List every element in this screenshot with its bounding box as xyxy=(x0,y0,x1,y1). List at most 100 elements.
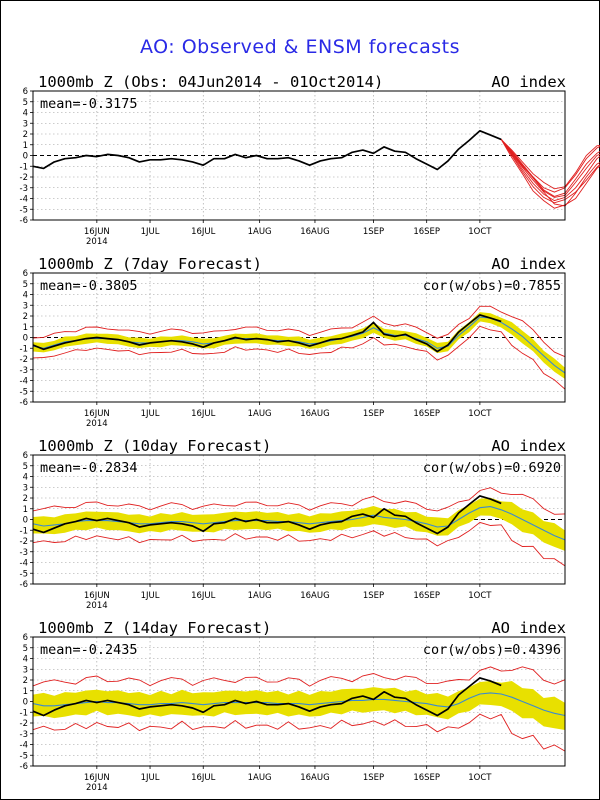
y-tick-label: 0 xyxy=(23,516,28,526)
y-tick-label: -2 xyxy=(20,719,28,729)
x-tick-label: 16JUL xyxy=(191,773,216,783)
x-tick-label: 1SEP xyxy=(363,773,384,783)
mean-stat: mean=-0.2834 xyxy=(40,460,138,476)
y-tick-label: -4 xyxy=(20,377,28,387)
x-tick-label: 1AUG xyxy=(248,227,272,237)
y-tick-label: 4 xyxy=(23,291,28,301)
ensemble-upper-envelope xyxy=(32,305,566,358)
correlation-stat: cor(w/obs)=0.4396 xyxy=(423,642,561,658)
y-tick-label: -3 xyxy=(20,730,28,740)
panel-title: 1000mb Z (10day Forecast) xyxy=(38,437,271,455)
y-tick-label: -2 xyxy=(20,355,28,365)
x-tick-label: 16AUG xyxy=(300,773,329,783)
correlation-stat: cor(w/obs)=0.6920 xyxy=(423,460,561,476)
y-tick-label: 4 xyxy=(23,109,28,119)
y-tick-label: 3 xyxy=(23,301,28,311)
y-tick-label: -4 xyxy=(20,741,28,751)
ensemble-lower-envelope xyxy=(32,521,566,567)
y-tick-label: -1 xyxy=(20,526,28,536)
ensemble-member-line xyxy=(500,139,600,198)
y-tick-label: 1 xyxy=(23,141,28,151)
observed-line xyxy=(32,129,502,171)
x-tick-label: 1JUL xyxy=(141,227,160,237)
ensemble-spread-band xyxy=(33,312,565,379)
x-tick-label: 16JUN xyxy=(84,409,110,419)
x-tick-label: 1OCT xyxy=(468,409,492,419)
x-tick-label: 1JUL xyxy=(141,773,160,783)
ensemble-lower-envelope xyxy=(32,713,566,752)
chart-panel-3: 1000mb Z (10day Forecast) AO index 6543210… xyxy=(20,437,566,611)
panel-index-label: AO index xyxy=(491,255,566,273)
panel-title: 1000mb Z (7day Forecast) xyxy=(38,255,262,273)
observed-line xyxy=(32,495,502,535)
x-tick-label: 1AUG xyxy=(248,591,272,601)
y-tick-label: -3 xyxy=(20,184,28,194)
ensemble-upper-envelope xyxy=(32,487,566,515)
y-tick-label: -6 xyxy=(20,580,28,590)
x-tick-label: 1AUG xyxy=(248,409,272,419)
x-tick-label: 16SEP xyxy=(413,409,440,419)
x-tick-label: 16JUN xyxy=(84,773,110,783)
y-tick-label: 0 xyxy=(23,152,28,162)
x-year-label: 2014 xyxy=(86,419,108,429)
x-tick-label: 16JUL xyxy=(191,591,216,601)
x-tick-label: 1AUG xyxy=(248,773,272,783)
x-tick-label: 1SEP xyxy=(363,227,384,237)
y-tick-label: 2 xyxy=(23,494,28,504)
ensemble-member-line xyxy=(500,139,600,207)
y-tick-label: 1 xyxy=(23,687,28,697)
y-tick-label: 5 xyxy=(23,98,28,108)
y-tick-label: -4 xyxy=(20,559,28,569)
y-tick-label: 1 xyxy=(23,323,28,333)
y-tick-label: 2 xyxy=(23,676,28,686)
y-tick-label: 4 xyxy=(23,473,28,483)
y-tick-label: 5 xyxy=(23,462,28,472)
y-tick-label: -5 xyxy=(20,387,28,397)
panel-title: 1000mb Z (14day Forecast) xyxy=(38,619,271,637)
y-tick-label: -6 xyxy=(20,216,28,226)
y-tick-label: 6 xyxy=(23,269,28,279)
ensemble-member-line xyxy=(500,139,600,197)
x-tick-label: 1OCT xyxy=(468,591,492,601)
panel-index-label: AO index xyxy=(491,73,566,91)
chart-panel-1: 1000mb Z (Obs: 04Jun2014 - 01Oct2014) AO … xyxy=(20,73,600,247)
y-tick-label: -3 xyxy=(20,366,28,376)
x-tick-label: 1JUL xyxy=(141,591,160,601)
chart-panel-2: 1000mb Z (7day Forecast) AO index6543210-… xyxy=(20,255,566,429)
x-tick-label: 1SEP xyxy=(363,409,384,419)
y-tick-label: -1 xyxy=(20,708,28,718)
y-tick-label: -6 xyxy=(20,762,28,772)
y-tick-label: 5 xyxy=(23,280,28,290)
panel-index-label: AO index xyxy=(491,619,566,637)
ensemble-upper-envelope xyxy=(32,666,566,687)
x-tick-label: 16JUN xyxy=(84,227,110,237)
y-tick-label: -6 xyxy=(20,398,28,408)
y-tick-label: 6 xyxy=(23,87,28,97)
y-tick-label: 5 xyxy=(23,644,28,654)
y-tick-label: -1 xyxy=(20,344,28,354)
x-tick-label: 1OCT xyxy=(468,227,492,237)
y-tick-label: -5 xyxy=(20,569,28,579)
x-tick-label: 1SEP xyxy=(363,591,384,601)
y-tick-label: 3 xyxy=(23,665,28,675)
mean-stat: mean=-0.2435 xyxy=(40,642,138,658)
figure-title: AO: Observed & ENSM forecasts xyxy=(140,36,460,58)
x-tick-label: 1OCT xyxy=(468,773,492,783)
y-tick-label: 2 xyxy=(23,312,28,322)
x-tick-label: 16AUG xyxy=(300,591,329,601)
y-tick-label: 3 xyxy=(23,119,28,129)
y-tick-label: 0 xyxy=(23,698,28,708)
x-tick-label: 16JUL xyxy=(191,409,216,419)
ensemble-spread-band xyxy=(33,681,565,730)
panel-index-label: AO index xyxy=(491,437,566,455)
y-tick-label: -1 xyxy=(20,162,28,172)
x-year-label: 2014 xyxy=(86,237,108,247)
x-tick-label: 16AUG xyxy=(300,227,329,237)
x-tick-label: 16JUN xyxy=(84,591,110,601)
y-tick-label: -2 xyxy=(20,173,28,183)
x-tick-label: 16JUL xyxy=(191,227,216,237)
mean-stat: mean=-0.3175 xyxy=(40,96,138,112)
x-tick-label: 16SEP xyxy=(413,591,440,601)
y-tick-label: -5 xyxy=(20,205,28,215)
